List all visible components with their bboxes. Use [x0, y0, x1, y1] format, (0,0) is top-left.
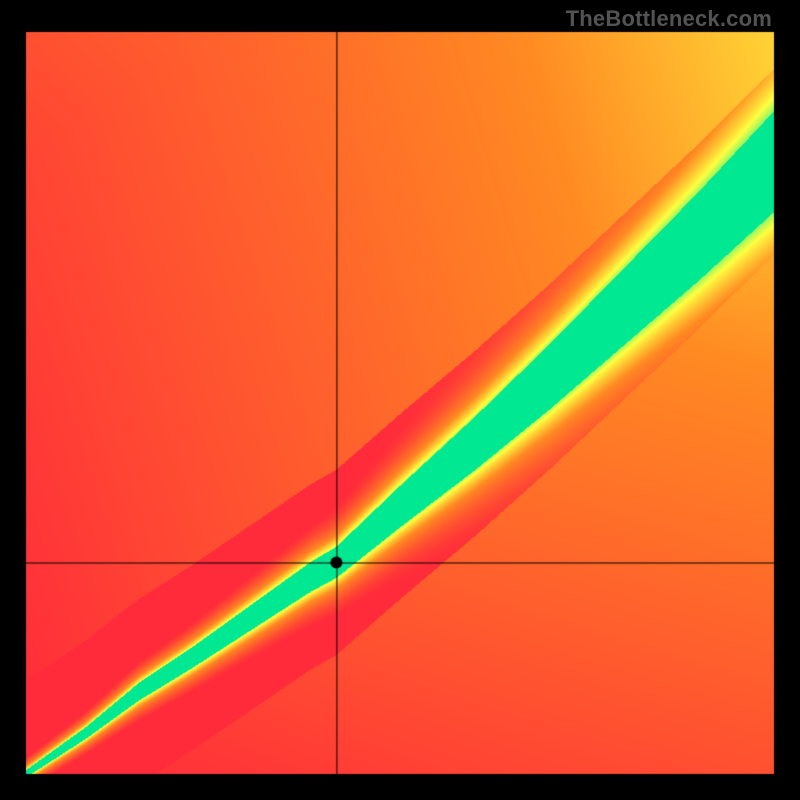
heatmap-canvas [0, 0, 800, 800]
watermark: TheBottleneck.com [566, 6, 772, 32]
chart-container: TheBottleneck.com [0, 0, 800, 800]
